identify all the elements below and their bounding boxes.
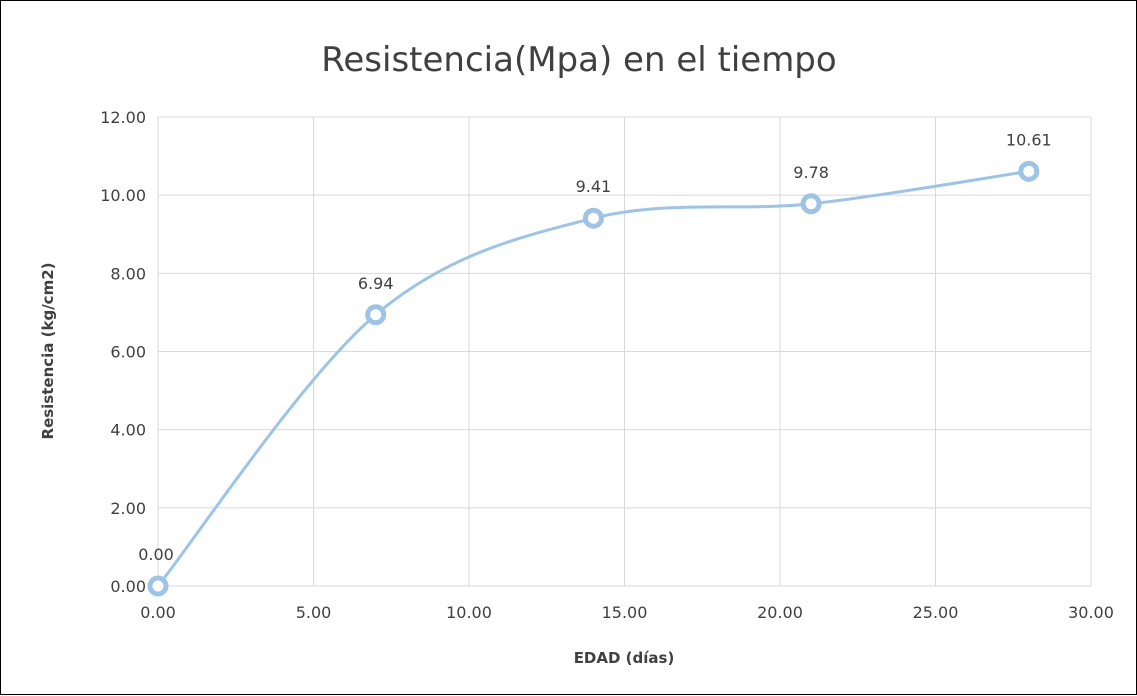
data-point	[147, 575, 169, 597]
y-tick-label: 12.00	[100, 108, 146, 127]
y-axis-title: Resistencia (kg/cm2)	[39, 263, 57, 440]
y-tick-label: 0.00	[110, 577, 146, 596]
data-point	[582, 207, 604, 229]
y-tick-label: 4.00	[110, 421, 146, 440]
data-point	[800, 193, 822, 215]
data-label: 9.78	[793, 163, 829, 182]
series-line	[156, 169, 1030, 587]
y-tick-label: 2.00	[110, 499, 146, 518]
x-tick-label: 5.00	[296, 603, 332, 622]
x-tick-label: 20.00	[757, 603, 803, 622]
x-tick-label: 0.00	[140, 603, 176, 622]
data-label: 0.00	[138, 545, 174, 564]
y-tick-label: 6.00	[110, 343, 146, 362]
chart-title: Resistencia(Mpa) en el tiempo	[321, 40, 836, 80]
data-label: 10.61	[1006, 130, 1052, 149]
x-tick-label: 10.00	[446, 603, 492, 622]
data-point	[365, 304, 387, 326]
data-labels: 0.00 6.94 9.41 9.78 10.61	[138, 130, 1052, 564]
x-tick-label: 15.00	[602, 603, 648, 622]
y-tick-label: 8.00	[110, 264, 146, 283]
data-label: 9.41	[576, 177, 612, 196]
x-tick-label: 30.00	[1068, 603, 1114, 622]
y-tick-labels: 0.00 2.00 4.00 6.00 8.00 10.00 12.00	[100, 108, 146, 596]
data-label: 6.94	[358, 274, 394, 293]
grid-lines	[157, 116, 1092, 587]
data-point	[1018, 160, 1040, 182]
y-tick-label: 10.00	[100, 186, 146, 205]
x-tick-labels: 0.00 5.00 10.00 15.00 20.00 25.00 30.00	[140, 603, 1114, 622]
x-tick-label: 25.00	[913, 603, 959, 622]
x-axis-title: EDAD (días)	[574, 649, 675, 667]
data-points	[147, 160, 1040, 597]
